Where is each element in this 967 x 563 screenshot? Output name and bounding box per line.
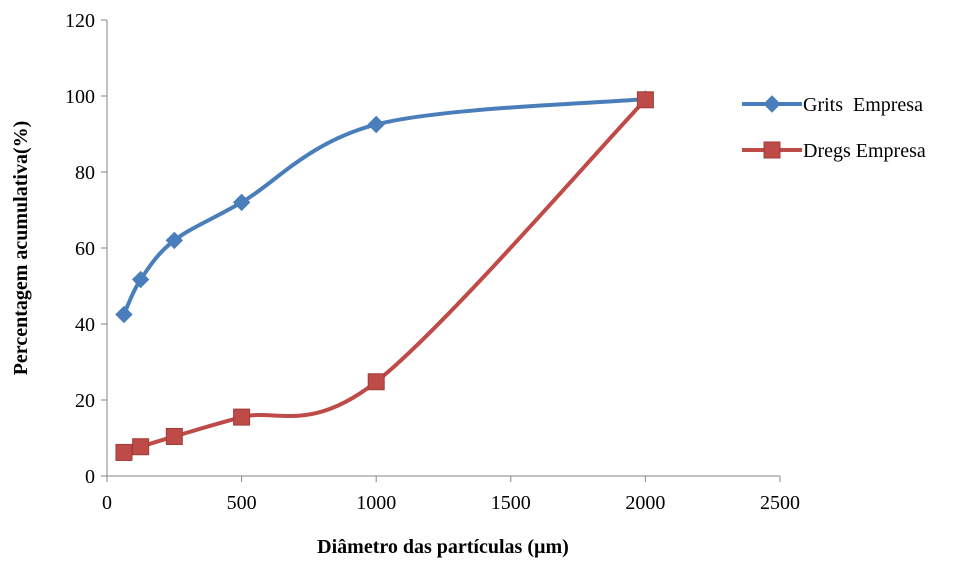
series-layer — [115, 90, 655, 461]
square-data-point — [165, 427, 183, 445]
x-tick-label: 0 — [102, 492, 112, 514]
diamond-data-point — [131, 270, 150, 289]
legend-label: Dregs Empresa — [803, 140, 926, 162]
x-tick-label: 1000 — [356, 492, 396, 514]
square-data-point — [636, 91, 654, 109]
square-data-point — [367, 373, 385, 391]
series-line — [121, 97, 648, 317]
legend-label: Grits Empresa — [803, 94, 923, 116]
y-tick-label: 20 — [75, 390, 95, 412]
legend-item: Dregs Empresa — [742, 140, 926, 162]
y-tick-label: 120 — [65, 10, 95, 32]
x-tick-label: 2000 — [625, 492, 665, 514]
y-tick-label: 0 — [85, 466, 95, 488]
legend-item: Grits Empresa — [742, 94, 923, 116]
legend-square-marker — [763, 141, 781, 159]
x-axis: 0 500 1000 1500 2000 2500 — [102, 475, 800, 514]
diamond-data-point — [232, 193, 251, 212]
x-tick-label: 500 — [227, 492, 257, 514]
diamond-data-point — [367, 115, 385, 134]
legend: Grits Empresa Dregs Empresa — [742, 94, 926, 162]
y-tick-label: 40 — [75, 314, 95, 336]
y-tick-label: 100 — [65, 86, 95, 108]
x-tick-label: 1500 — [491, 492, 531, 514]
y-axis: 0 20 40 60 80 100 120 — [65, 10, 108, 488]
x-tick-label: 2500 — [760, 492, 800, 514]
diamond-data-point — [165, 231, 184, 250]
y-axis-title: Percentagem acumulativa(%) — [10, 121, 32, 376]
square-data-point — [115, 443, 133, 461]
series-line — [121, 97, 648, 455]
y-tick-label: 80 — [75, 162, 95, 184]
series-grits — [115, 90, 655, 324]
series-dregs — [115, 91, 654, 461]
y-tick-label: 60 — [75, 238, 95, 260]
square-data-point — [233, 408, 251, 426]
x-axis-title: Diâmetro das partículas (µm) — [317, 536, 569, 558]
legend-diamond-marker — [763, 95, 781, 113]
square-data-point — [132, 438, 150, 456]
diamond-data-point — [115, 305, 133, 324]
